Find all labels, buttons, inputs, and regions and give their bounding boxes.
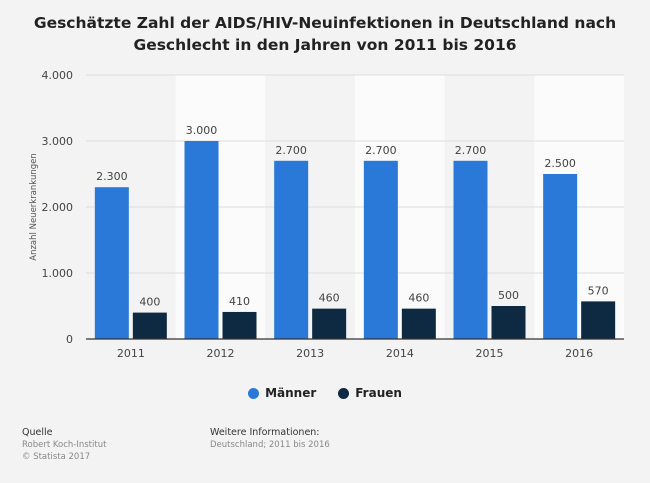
- info-block: Weitere Informationen: Deutschland; 2011…: [210, 427, 330, 451]
- data-label: 2.700: [455, 144, 487, 157]
- data-label: 2.500: [544, 157, 576, 170]
- y-tick-label: 2.000: [42, 201, 74, 214]
- source-line-1: Robert Koch-Institut: [22, 440, 107, 450]
- data-label: 400: [139, 296, 160, 309]
- x-tick-label: 2011: [117, 347, 145, 360]
- data-label: 2.700: [365, 144, 397, 157]
- bar-maenner-2011: [94, 187, 129, 339]
- data-label: 460: [408, 292, 429, 305]
- source-line-2: © Statista 2017: [22, 452, 91, 462]
- data-label: 500: [498, 289, 519, 302]
- bar-maenner-2013: [274, 160, 309, 339]
- legend-item-maenner[interactable]: Männer: [248, 386, 316, 400]
- data-label: 570: [588, 284, 609, 297]
- bar-frauen-2013: [312, 308, 347, 339]
- y-axis-title: Anzahl Neuerkrankungen: [29, 153, 39, 260]
- legend-label-frauen: Frauen: [355, 386, 402, 400]
- legend: Männer Frauen: [0, 386, 650, 400]
- source-block: Quelle Robert Koch-Institut © Statista 2…: [22, 427, 106, 463]
- x-tick-label: 2016: [565, 347, 593, 360]
- x-tick-label: 2013: [296, 347, 324, 360]
- bar-maenner-2015: [453, 160, 488, 339]
- bar-maenner-2014: [363, 160, 398, 339]
- legend-item-frauen[interactable]: Frauen: [338, 386, 402, 400]
- bar-frauen-2011: [132, 312, 167, 339]
- x-tick-label: 2014: [386, 347, 414, 360]
- data-label: 460: [319, 292, 340, 305]
- x-tick-label: 2015: [476, 347, 504, 360]
- bar-frauen-2014: [401, 308, 436, 339]
- legend-label-maenner: Männer: [265, 386, 317, 400]
- x-tick-label: 2012: [207, 347, 235, 360]
- y-tick-label: 3.000: [42, 135, 74, 148]
- bar-maenner-2012: [184, 141, 219, 339]
- info-line: Deutschland; 2011 bis 2016: [210, 440, 330, 450]
- y-tick-label: 4.000: [42, 69, 74, 82]
- info-heading: Weitere Informationen:: [210, 427, 320, 438]
- data-label: 2.700: [275, 144, 307, 157]
- source-heading: Quelle: [22, 427, 53, 438]
- chart-title: Geschätzte Zahl der AIDS/HIV-Neuinfektio…: [33, 14, 617, 54]
- y-tick-label: 0: [66, 333, 73, 346]
- legend-swatch-frauen: [338, 387, 350, 399]
- data-label: 3.000: [186, 124, 218, 137]
- bar-frauen-2016: [581, 301, 616, 339]
- bar-frauen-2012: [222, 311, 257, 339]
- bar-frauen-2015: [491, 306, 526, 339]
- data-label: 2.300: [96, 170, 128, 183]
- data-label: 410: [229, 295, 250, 308]
- legend-swatch-maenner: [248, 387, 260, 399]
- y-tick-label: 1.000: [42, 267, 74, 280]
- bar-maenner-2016: [543, 174, 578, 339]
